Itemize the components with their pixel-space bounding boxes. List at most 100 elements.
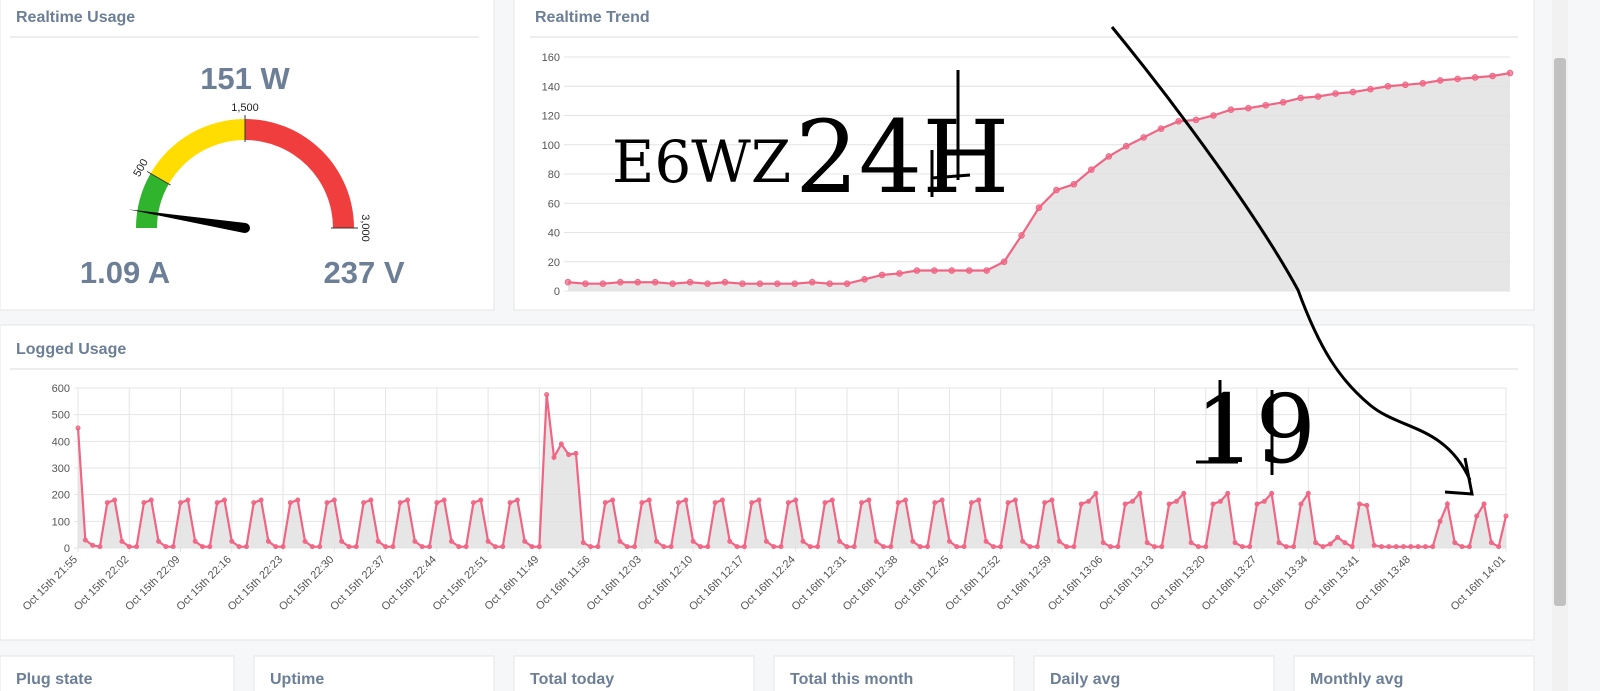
gauge-tick-label: 1,500 bbox=[231, 102, 259, 114]
point bbox=[1005, 500, 1011, 506]
point bbox=[1349, 88, 1357, 96]
point bbox=[1320, 544, 1326, 550]
point bbox=[617, 278, 624, 286]
point bbox=[368, 497, 374, 503]
point bbox=[1342, 540, 1348, 546]
point bbox=[1313, 540, 1319, 546]
point bbox=[75, 425, 81, 431]
point bbox=[895, 500, 901, 506]
point bbox=[793, 497, 799, 503]
point bbox=[265, 538, 271, 544]
point bbox=[1064, 544, 1070, 550]
point bbox=[983, 267, 990, 274]
point bbox=[1245, 104, 1252, 112]
point bbox=[1137, 490, 1143, 496]
stat-title: Monthly avg bbox=[1310, 671, 1403, 688]
point bbox=[383, 544, 389, 550]
point bbox=[1108, 544, 1114, 550]
point bbox=[529, 544, 535, 550]
point bbox=[954, 544, 960, 550]
stat-panel bbox=[1033, 655, 1275, 691]
point bbox=[1088, 166, 1095, 173]
point bbox=[595, 544, 601, 550]
point bbox=[896, 270, 903, 277]
point bbox=[1144, 540, 1150, 546]
point bbox=[1276, 540, 1282, 546]
point bbox=[976, 497, 982, 503]
point bbox=[690, 538, 696, 544]
point bbox=[1261, 498, 1267, 504]
point bbox=[669, 280, 676, 287]
point bbox=[375, 538, 381, 544]
point bbox=[1012, 497, 1018, 503]
point bbox=[931, 267, 938, 274]
point bbox=[826, 280, 833, 287]
point bbox=[1489, 72, 1496, 80]
point bbox=[90, 542, 96, 548]
point bbox=[983, 538, 989, 544]
point bbox=[741, 544, 747, 550]
point bbox=[639, 500, 645, 506]
point bbox=[1034, 544, 1040, 550]
point bbox=[448, 538, 454, 544]
point bbox=[851, 544, 857, 550]
panel-title: Realtime Trend bbox=[535, 9, 650, 26]
point bbox=[1496, 544, 1502, 550]
point bbox=[1225, 490, 1231, 496]
point bbox=[1459, 544, 1465, 550]
point bbox=[1130, 498, 1136, 504]
point bbox=[686, 278, 694, 286]
point bbox=[485, 538, 491, 544]
point bbox=[878, 271, 886, 279]
stat-panel bbox=[513, 655, 755, 691]
point bbox=[1298, 501, 1304, 507]
point bbox=[1157, 125, 1165, 132]
y-tick-label: 80 bbox=[548, 169, 560, 181]
point bbox=[632, 544, 638, 550]
y-tick-label: 0 bbox=[64, 543, 70, 555]
point bbox=[1422, 544, 1428, 550]
point bbox=[668, 544, 674, 550]
point bbox=[910, 538, 916, 544]
handwritten-strokes bbox=[930, 70, 1274, 475]
point bbox=[763, 538, 769, 544]
point bbox=[844, 544, 850, 550]
stat-title: Total today bbox=[530, 671, 614, 688]
scrollbar-thumb[interactable] bbox=[1554, 58, 1566, 606]
point bbox=[1371, 542, 1377, 548]
point bbox=[339, 538, 345, 544]
point bbox=[734, 544, 740, 550]
point bbox=[564, 278, 572, 286]
point bbox=[683, 497, 689, 503]
y-tick-label: 140 bbox=[542, 81, 560, 93]
point bbox=[126, 544, 132, 550]
gauge-band bbox=[150, 118, 245, 184]
point bbox=[1042, 500, 1048, 506]
line bbox=[76, 394, 1508, 549]
point bbox=[829, 497, 835, 503]
point bbox=[1279, 99, 1287, 106]
point bbox=[1227, 106, 1235, 113]
point bbox=[1115, 544, 1121, 550]
point bbox=[580, 540, 586, 546]
gauge-tick bbox=[146, 171, 171, 186]
point bbox=[434, 500, 440, 506]
point bbox=[924, 544, 930, 550]
y-tick-label: 60 bbox=[548, 198, 560, 210]
point bbox=[704, 280, 711, 287]
point bbox=[1000, 258, 1008, 266]
point bbox=[1437, 518, 1443, 524]
point bbox=[558, 441, 564, 447]
handwritten-arrow bbox=[1110, 26, 1474, 496]
point bbox=[721, 278, 729, 286]
point bbox=[1049, 497, 1055, 503]
stat-panel bbox=[0, 655, 235, 691]
y-tick-label: 500 bbox=[52, 410, 70, 422]
point bbox=[1297, 94, 1304, 102]
point bbox=[119, 538, 125, 544]
point bbox=[646, 497, 652, 503]
point bbox=[1283, 544, 1289, 550]
point bbox=[1020, 538, 1026, 544]
point bbox=[1436, 77, 1444, 84]
point bbox=[258, 497, 264, 503]
